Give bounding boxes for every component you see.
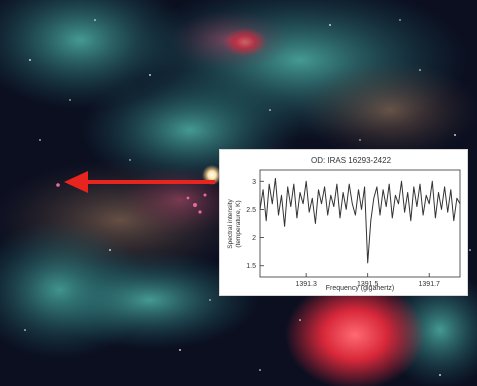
- x-axis-label: Frequency (gigahertz): [326, 285, 394, 292]
- spectrum-chart-inset: OD: IRAS 16293-2422 1.5 2 2.5 3 1391.3 1391.…: [219, 149, 468, 296]
- x-tick-label: 1391.7: [419, 281, 441, 288]
- y-axis-label-line1: Spectral intensity: [227, 199, 234, 249]
- pointer-arrow-head: [64, 171, 88, 193]
- x-tick-label: 1391.3: [295, 281, 317, 288]
- spectrum-chart: OD: IRAS 16293-2422 1.522.53 1391.3 1391.…: [227, 156, 461, 292]
- y-tick-label: 3: [252, 179, 256, 186]
- y-tick-label: 2: [252, 235, 256, 242]
- y-ticks: 1.5 2 2.5 3: [246, 179, 264, 270]
- plot-frame: [259, 169, 461, 278]
- chart-title: OD: IRAS 16293-2422: [311, 156, 392, 165]
- spectrum-trace: [259, 177, 461, 264]
- y-tick-label: 1.5: [246, 263, 256, 270]
- x-tick-label: 1391.5: [357, 281, 379, 288]
- y-tick-label: 2.5: [246, 207, 256, 214]
- y-axis-label-line2: (temperature, K): [235, 200, 242, 247]
- x-ticks: 1391.3 1391.5 1391.7: [295, 273, 440, 288]
